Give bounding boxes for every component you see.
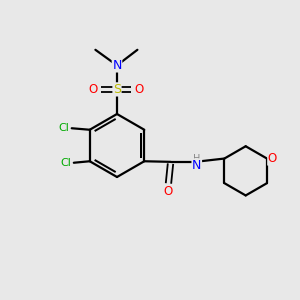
Text: Cl: Cl	[60, 158, 71, 168]
Text: N: N	[192, 159, 202, 172]
Text: Cl: Cl	[58, 123, 69, 133]
Text: N: N	[112, 59, 122, 72]
Text: O: O	[89, 83, 98, 96]
Text: H: H	[193, 154, 200, 164]
Text: O: O	[164, 185, 173, 198]
Text: S: S	[113, 83, 121, 96]
Text: O: O	[268, 152, 277, 165]
Text: O: O	[134, 83, 143, 96]
